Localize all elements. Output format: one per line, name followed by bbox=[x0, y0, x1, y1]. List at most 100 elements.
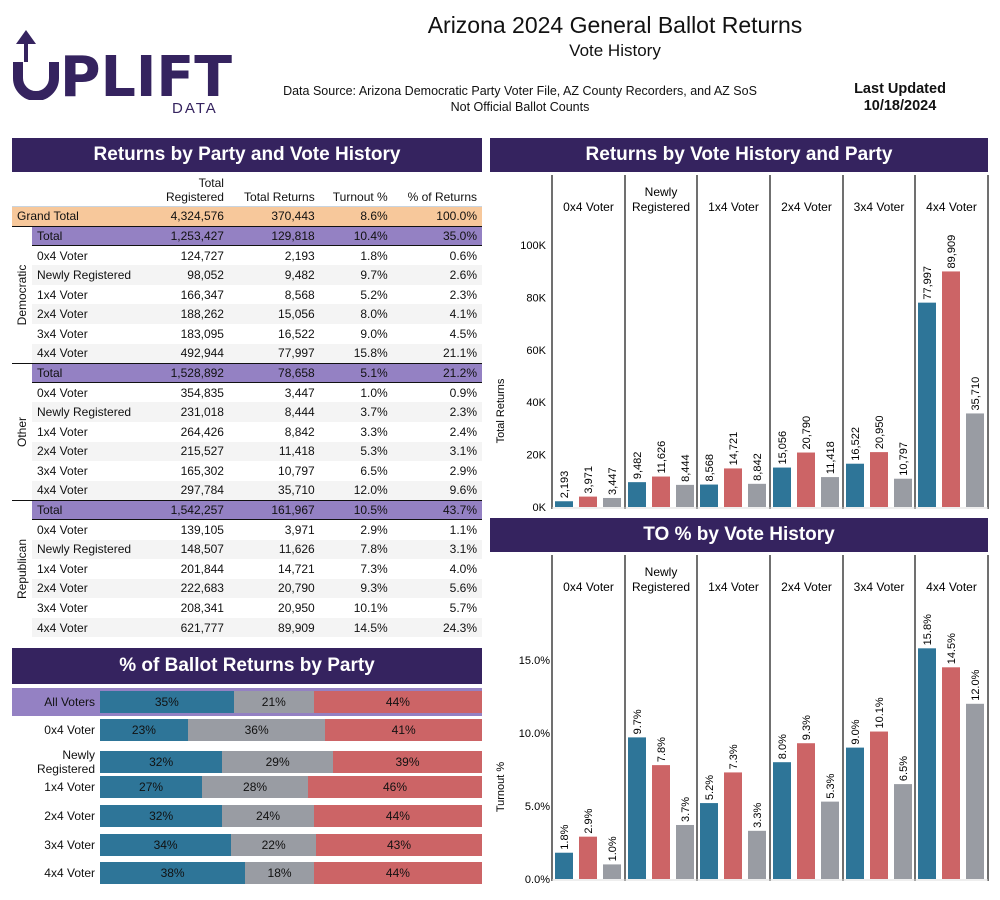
pct-row-label: 1x4 Voter bbox=[44, 780, 95, 794]
republican-segment: 41% bbox=[325, 719, 482, 741]
category-label: 4x4 Voter bbox=[926, 200, 977, 214]
bar-value-label: 8,568 bbox=[704, 454, 716, 482]
cell: 9.7% bbox=[319, 265, 393, 285]
democratic-bar bbox=[555, 501, 573, 507]
cell: 161,967 bbox=[228, 499, 320, 521]
bar-value-label: 89,909 bbox=[946, 235, 958, 269]
cell: 20,790 bbox=[228, 578, 320, 599]
cell: 124,727 bbox=[180, 248, 224, 263]
cell: 2,193 bbox=[284, 248, 315, 263]
cell: 5.1% bbox=[319, 362, 393, 384]
cell: 35.0% bbox=[392, 225, 482, 247]
pct-row: 4x4 Voter 38% 18% 44% bbox=[12, 862, 482, 884]
cell: 148,507 bbox=[148, 539, 229, 560]
democratic-segment: 35% bbox=[100, 691, 234, 713]
cell: 2.4% bbox=[449, 424, 477, 439]
label-part: Newly bbox=[62, 748, 95, 762]
stacked-bar: 27% 28% 46% bbox=[100, 776, 482, 798]
cell: 139,105 bbox=[180, 522, 224, 537]
pct-row: All Voters 35% 21% 44% bbox=[12, 688, 482, 716]
updated-date: 10/18/2024 bbox=[863, 98, 937, 114]
table-row: 2x4 Voter 215,527 11,418 5.3% 3.1% bbox=[12, 441, 482, 462]
table-row: 1x4 Voter 201,844 14,721 7.3% 4.0% bbox=[12, 559, 482, 579]
row-label: 4x4 Voter bbox=[32, 480, 149, 501]
cell: 3.3% bbox=[360, 424, 388, 439]
cell: 4,324,576 bbox=[148, 206, 229, 226]
cell: 9.3% bbox=[319, 578, 393, 599]
cell: 9,482 bbox=[228, 265, 320, 285]
cell: 10.1% bbox=[353, 601, 388, 616]
other-bar bbox=[676, 824, 694, 879]
cell: 4.1% bbox=[392, 304, 482, 324]
pct-row-label: 2x4 Voter bbox=[44, 809, 95, 823]
row-label: 1x4 Voter bbox=[37, 287, 88, 302]
category-label: 2x4 Voter bbox=[781, 580, 832, 594]
row-label: 3x4 Voter bbox=[37, 326, 88, 341]
y-tick-label: 20K bbox=[526, 450, 546, 462]
democratic-bar bbox=[700, 803, 718, 879]
bar-value-label: 10,797 bbox=[898, 442, 910, 476]
row-label: 3x4 Voter bbox=[37, 463, 88, 478]
row-label: Newly Registered bbox=[32, 265, 149, 285]
row-label: Total bbox=[32, 499, 149, 521]
cell: 9.0% bbox=[360, 326, 388, 341]
cell: 21.1% bbox=[392, 343, 482, 364]
party-name: Other bbox=[15, 416, 29, 447]
other-segment: 36% bbox=[187, 719, 326, 741]
category-label: 0x4 Voter bbox=[563, 580, 614, 594]
category-label: 3x4 Voter bbox=[854, 580, 905, 594]
cell: 21.2% bbox=[392, 362, 482, 384]
cell: 43.7% bbox=[392, 499, 482, 521]
pct-row-label: 0x4 Voter bbox=[44, 723, 95, 737]
bar-value-label: 9.7% bbox=[632, 709, 644, 734]
cell: 201,844 bbox=[180, 561, 224, 576]
republican-segment: 44% bbox=[313, 691, 482, 713]
cell: 20,950 bbox=[278, 601, 315, 616]
cell: 166,347 bbox=[180, 287, 224, 302]
other-segment: 22% bbox=[231, 834, 317, 856]
democratic-segment: 23% bbox=[100, 719, 188, 741]
bar-value-label: 5.2% bbox=[704, 775, 716, 800]
other-segment: 24% bbox=[222, 805, 314, 827]
row-label: Total bbox=[32, 362, 149, 384]
row-label: 2x4 Voter bbox=[32, 578, 149, 599]
table-row: Newly Registered 98,052 9,482 9.7% 2.6% bbox=[12, 265, 482, 285]
stacked-bar: 32% 24% 44% bbox=[100, 805, 482, 827]
column-header: Total Registered bbox=[148, 175, 229, 207]
other-segment: 28% bbox=[202, 776, 308, 798]
table-row: Newly Registered 148,507 11,626 7.8% 3.1% bbox=[12, 539, 482, 560]
republican-bar bbox=[652, 765, 670, 879]
cell: 10,797 bbox=[278, 463, 315, 478]
republican-bar bbox=[724, 772, 742, 879]
bar-value-label: 20,790 bbox=[801, 416, 813, 450]
pct-row-label: All Voters bbox=[44, 695, 95, 709]
cell: 11,626 bbox=[228, 539, 320, 560]
page-subtitle: Vote History bbox=[569, 41, 661, 60]
row-label: Newly Registered bbox=[32, 539, 149, 560]
row-label: 3x4 Voter bbox=[37, 601, 88, 616]
category-label: Newly bbox=[645, 565, 678, 579]
republican-segment: 39% bbox=[333, 751, 482, 773]
row-label: Total bbox=[32, 225, 149, 247]
party-label: Democratic bbox=[12, 225, 32, 364]
bar-value-label: 8,842 bbox=[752, 453, 764, 481]
republican-segment: 44% bbox=[313, 805, 482, 827]
bar-value-label: 8.0% bbox=[777, 734, 789, 759]
column-header: % of Returns bbox=[392, 175, 482, 207]
cell: 1.1% bbox=[449, 522, 477, 537]
row-label: 1x4 Voter bbox=[37, 424, 88, 439]
bar-value-label: 7.3% bbox=[728, 744, 740, 769]
other-bar bbox=[676, 484, 694, 507]
other-segment: 18% bbox=[245, 862, 314, 884]
democratic-bar bbox=[773, 762, 791, 879]
y-tick-label: 5.0% bbox=[525, 801, 550, 813]
republican-segment: 43% bbox=[316, 834, 482, 856]
stacked-bar: 35% 21% 44% bbox=[100, 691, 482, 713]
y-tick-label: 10.0% bbox=[519, 728, 550, 740]
table-row: 0x4 Voter 139,105 3,971 2.9% 1.1% bbox=[12, 520, 482, 540]
category-label: Registered bbox=[632, 580, 690, 594]
cell: 222,683 bbox=[148, 578, 229, 599]
y-tick-label: 80K bbox=[526, 292, 546, 304]
cell: 1.8% bbox=[360, 248, 388, 263]
bar-value-label: 3,447 bbox=[607, 467, 619, 495]
